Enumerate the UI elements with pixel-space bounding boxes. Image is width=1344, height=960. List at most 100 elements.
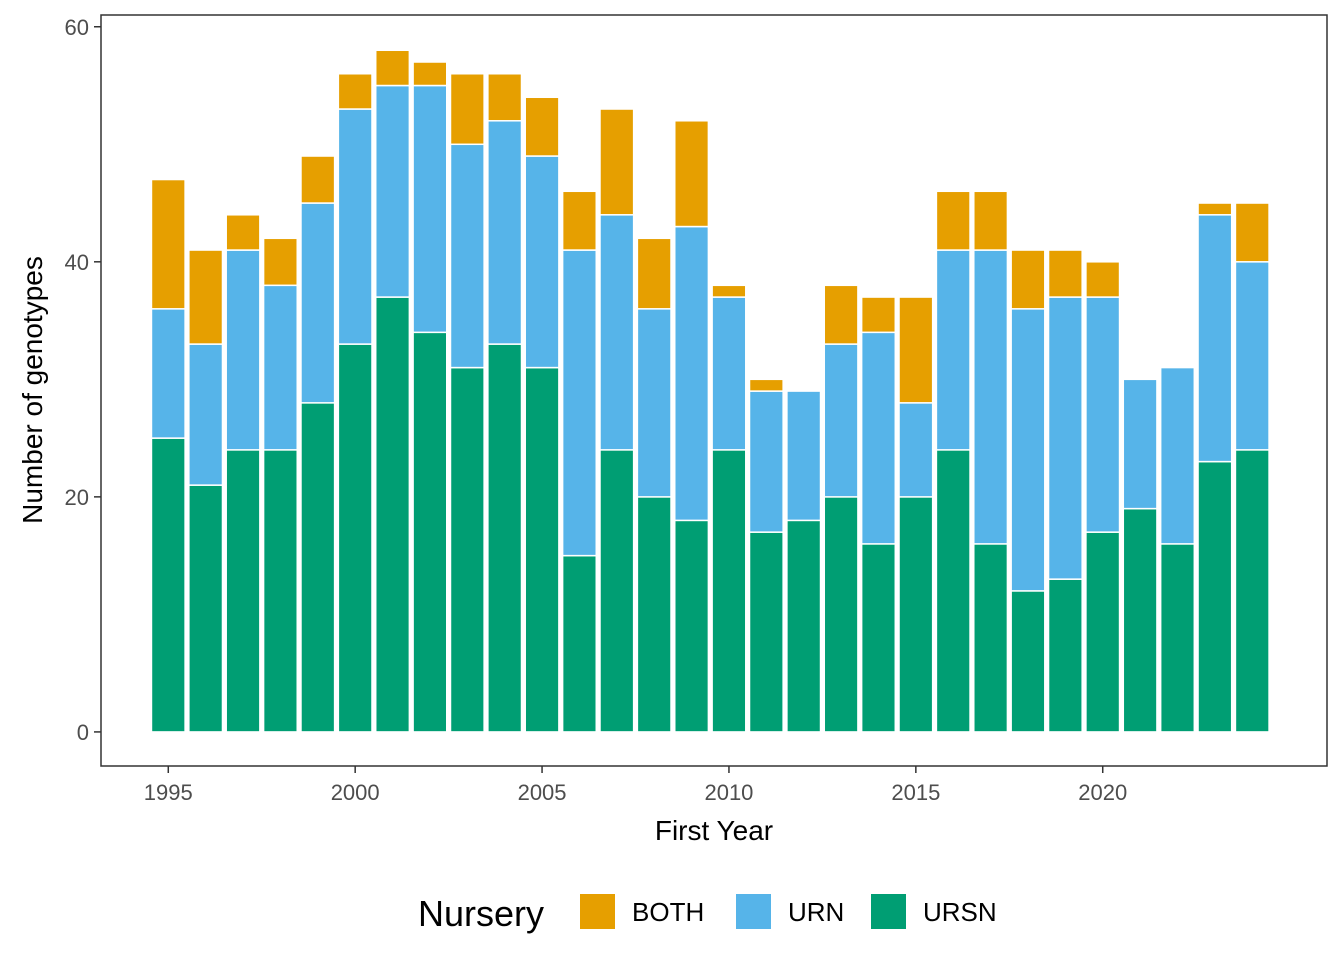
- bar-both-1995: [150, 178, 186, 310]
- bar-ursn-2002: [412, 331, 448, 733]
- bar-both-2013: [823, 284, 859, 345]
- bar-both-2004: [487, 73, 523, 122]
- y-tick-label-0: 0: [77, 720, 89, 745]
- bar-urn-2014: [860, 331, 897, 545]
- bar-ursn-2018: [1010, 590, 1046, 733]
- legend: Nursery BOTH URN URSN: [418, 893, 997, 934]
- bar-both-2014: [860, 296, 897, 334]
- bar-ursn-1996: [188, 484, 224, 733]
- legend-label-both: BOTH: [632, 897, 704, 927]
- y-axis: 0 20 40 60: [65, 15, 101, 745]
- bar-ursn-1995: [150, 437, 186, 733]
- bar-urn-1998: [262, 284, 298, 451]
- bar-urn-2020: [1085, 296, 1121, 533]
- bar-ursn-2010: [711, 449, 747, 733]
- bar-both-2019: [1047, 249, 1083, 298]
- legend-title: Nursery: [418, 893, 544, 934]
- bar-ursn-2019: [1047, 578, 1083, 733]
- bar-urn-2005: [524, 155, 560, 369]
- bar-both-2007: [599, 108, 635, 216]
- bar-urn-2012: [786, 390, 822, 522]
- bar-ursn-2017: [973, 543, 1009, 733]
- bar-urn-2001: [374, 84, 411, 298]
- bar-urn-2024: [1234, 261, 1270, 451]
- bar-both-1996: [188, 249, 224, 345]
- bar-urn-2015: [898, 402, 934, 498]
- bar-urn-2017: [973, 249, 1009, 545]
- bar-urn-2009: [674, 225, 710, 522]
- bar-ursn-2022: [1159, 543, 1196, 733]
- bar-ursn-2011: [748, 531, 784, 733]
- bar-urn-2021: [1122, 378, 1158, 510]
- legend-swatch-urn: [736, 894, 771, 929]
- bar-ursn-2016: [935, 449, 971, 733]
- bar-ursn-2021: [1122, 507, 1158, 733]
- bar-ursn-1997: [225, 449, 261, 733]
- bar-urn-2019: [1047, 296, 1083, 580]
- x-tick-label-2020: 2020: [1078, 780, 1127, 805]
- bar-urn-2010: [711, 296, 747, 451]
- plot-border: [100, 14, 1328, 767]
- bar-both-2005: [524, 96, 560, 157]
- bar-ursn-2003: [449, 366, 485, 733]
- bar-both-1998: [262, 237, 298, 287]
- legend-label-ursn: URSN: [923, 897, 997, 927]
- bar-urn-2018: [1010, 308, 1046, 592]
- bar-urn-2000: [337, 108, 373, 345]
- x-tick-label-2005: 2005: [518, 780, 567, 805]
- bar-ursn-1998: [262, 449, 298, 733]
- bar-ursn-2008: [636, 496, 672, 733]
- bar-ursn-2023: [1197, 460, 1233, 733]
- x-tick-label-2000: 2000: [331, 780, 380, 805]
- bar-ursn-2020: [1085, 531, 1121, 733]
- legend-label-urn: URN: [788, 897, 844, 927]
- x-axis: 1995 2000 2005 2010 2015 2020: [144, 766, 1127, 805]
- bar-urn-2002: [412, 84, 448, 334]
- bar-ursn-2013: [823, 496, 859, 733]
- y-axis-title: Number of genotypes: [17, 256, 48, 524]
- bar-urn-2013: [823, 343, 859, 498]
- bar-ursn-2004: [487, 343, 523, 733]
- bar-ursn-2006: [561, 554, 598, 733]
- bar-ursn-2007: [599, 449, 635, 733]
- bar-both-2018: [1010, 249, 1046, 310]
- bar-urn-1999: [300, 202, 336, 404]
- bar-ursn-1999: [300, 402, 336, 733]
- bar-ursn-2012: [786, 519, 822, 733]
- bar-both-2010: [711, 284, 747, 298]
- bar-ursn-2014: [860, 543, 897, 733]
- x-tick-label-2015: 2015: [891, 780, 940, 805]
- bar-urn-2023: [1197, 214, 1233, 463]
- bar-both-2002: [412, 61, 448, 87]
- bar-both-2015: [898, 296, 934, 404]
- bar-both-2009: [674, 120, 710, 228]
- bar-ursn-2001: [374, 296, 411, 733]
- bar-ursn-2015: [898, 496, 934, 733]
- bar-urn-1997: [225, 249, 261, 451]
- x-axis-title: First Year: [655, 815, 773, 846]
- bar-both-2000: [337, 73, 373, 110]
- legend-swatch-ursn: [871, 894, 906, 929]
- legend-swatch-both: [580, 894, 615, 929]
- bars-layer: [150, 49, 1270, 733]
- bar-ursn-2000: [337, 343, 373, 733]
- x-tick-label-1995: 1995: [144, 780, 193, 805]
- x-tick-label-2010: 2010: [704, 780, 753, 805]
- bar-urn-2011: [748, 390, 784, 533]
- bar-both-2006: [561, 190, 598, 251]
- bar-ursn-2005: [524, 366, 560, 733]
- bar-both-2017: [973, 190, 1009, 251]
- bar-both-2016: [935, 190, 971, 251]
- bar-urn-2003: [449, 143, 485, 369]
- y-tick-label-20: 20: [65, 485, 89, 510]
- bar-urn-2016: [935, 249, 971, 451]
- bar-both-2023: [1197, 202, 1233, 216]
- y-tick-label-60: 60: [65, 15, 89, 40]
- bar-both-2003: [449, 73, 485, 146]
- bar-urn-2022: [1159, 366, 1196, 545]
- bar-ursn-2009: [674, 519, 710, 733]
- bar-urn-2006: [561, 249, 598, 557]
- bar-urn-2008: [636, 308, 672, 498]
- bar-both-2008: [636, 237, 672, 310]
